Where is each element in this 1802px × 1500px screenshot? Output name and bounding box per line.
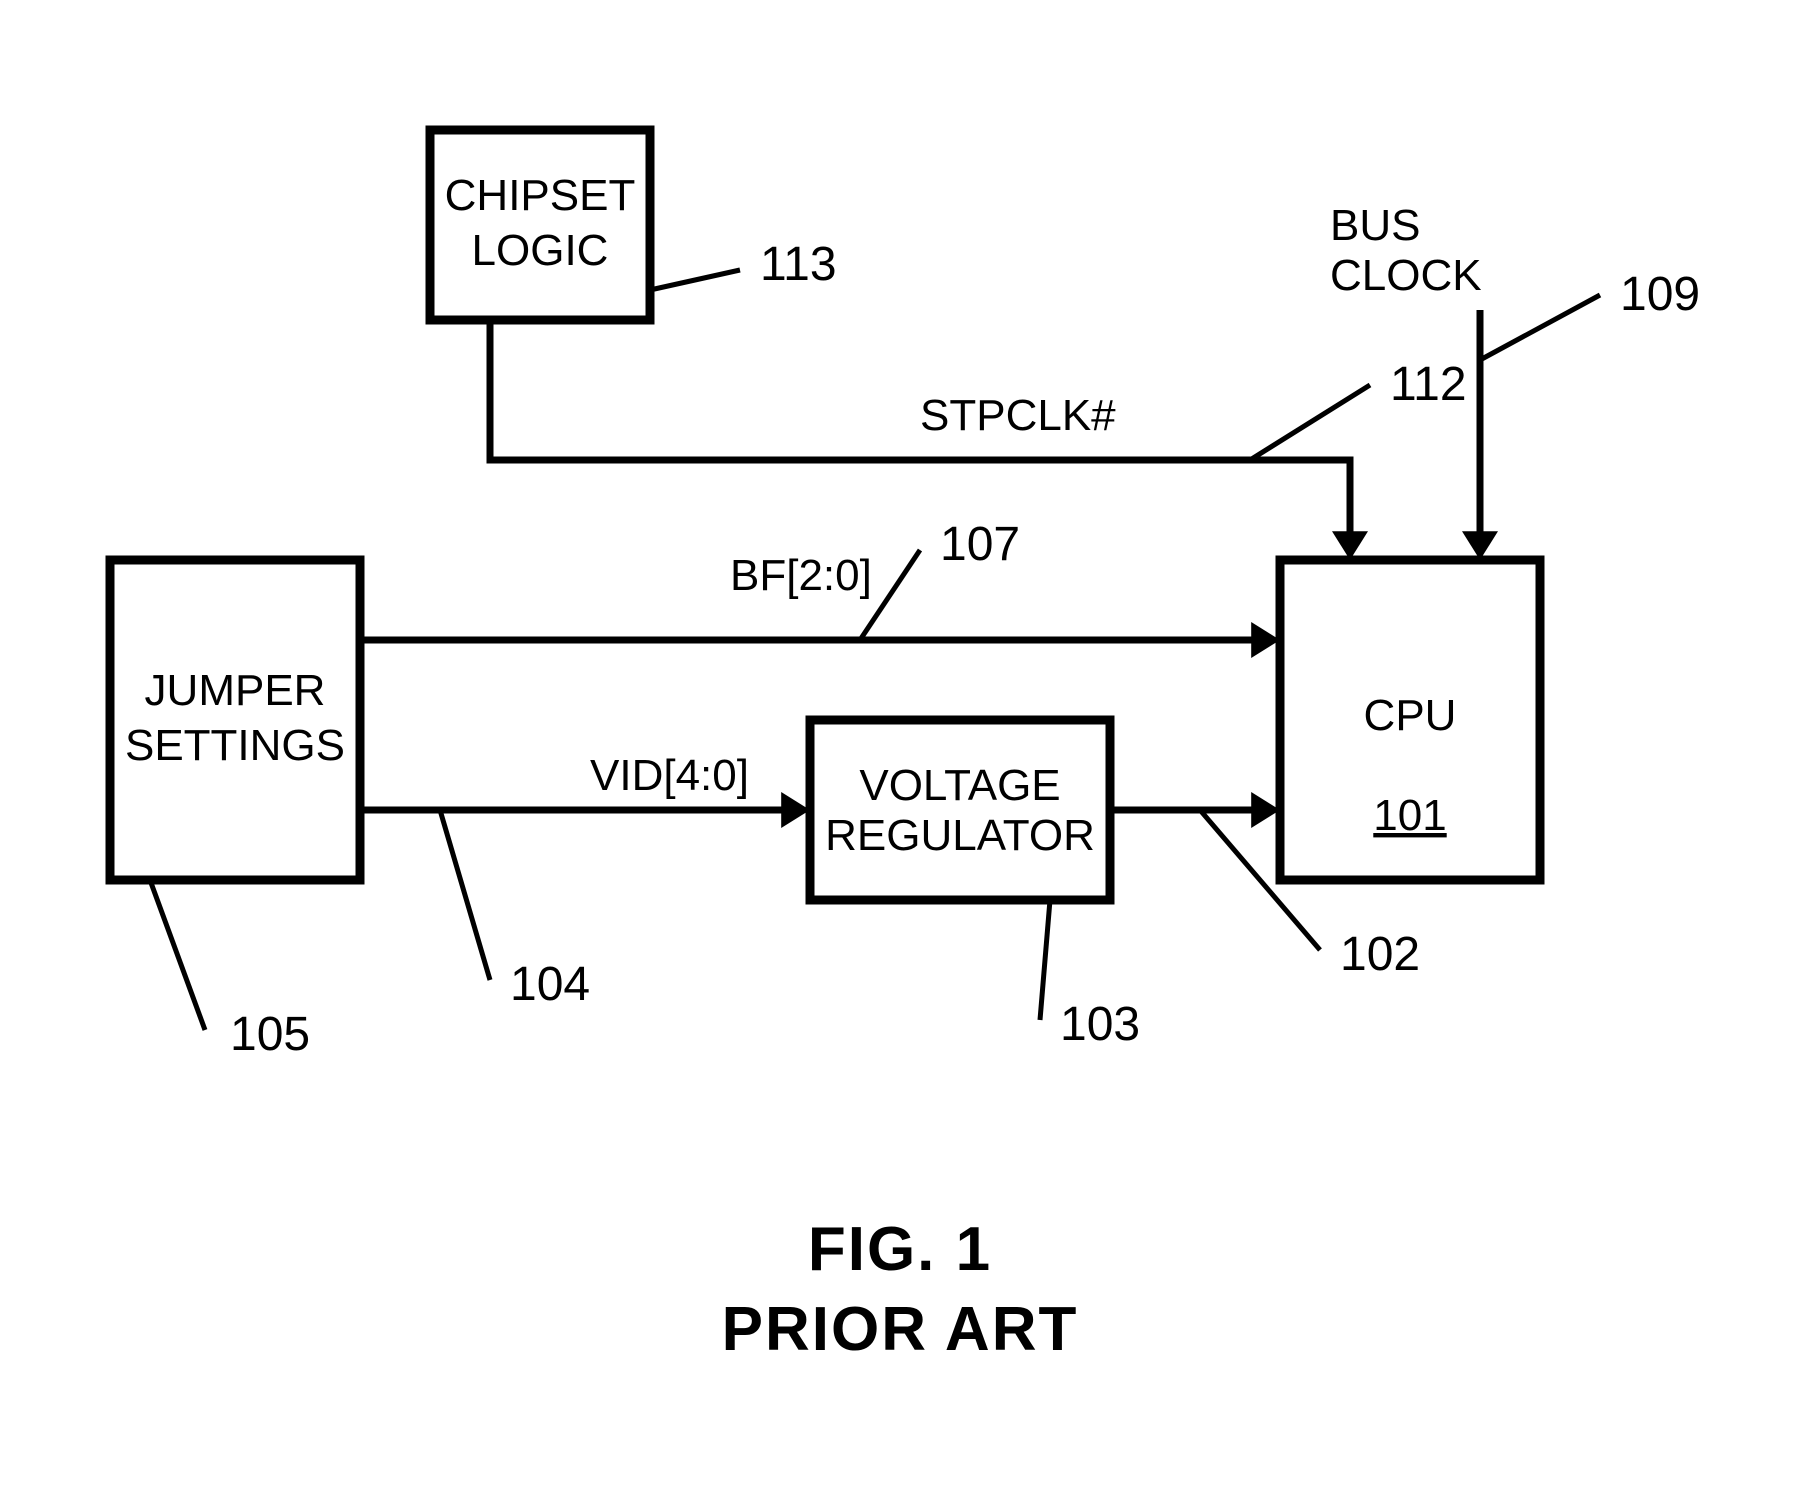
jumper-label-2: SETTINGS [125,721,345,770]
leader-113 [650,270,740,290]
leader-104 [440,810,490,980]
vreg-label-1: VOLTAGE [859,761,1060,810]
ref-112: 112 [1390,358,1467,411]
leader-105 [150,880,205,1030]
chipset-label-2: LOGIC [472,226,609,275]
chipset-label-1: CHIPSET [445,171,636,220]
jumper-label-1: JUMPER [145,666,326,715]
ref-109: 109 [1620,268,1700,321]
leader-103 [1040,900,1050,1020]
cpu-label: CPU [1364,691,1457,740]
ref-105: 105 [230,1008,310,1061]
vreg-label-2: REGULATOR [825,811,1095,860]
jumper-settings-block [110,560,360,880]
leader-112 [1250,385,1370,460]
bf-label: BF[2:0] [730,551,872,600]
ref-103: 103 [1060,998,1140,1051]
figure-number: FIG. 1 [808,1215,992,1284]
ref-113: 113 [760,238,837,291]
ref-102: 102 [1340,928,1420,981]
stpclk-label: STPCLK# [920,391,1116,440]
chipset-logic-block [430,130,650,320]
figure-caption: PRIOR ART [722,1295,1079,1364]
bus-clock-label-1: BUS [1330,201,1420,250]
ref-104: 104 [510,958,590,1011]
voltage-regulator-block [810,720,1110,900]
leader-109 [1480,295,1600,360]
vid-label: VID[4:0] [590,751,749,800]
ref-107: 107 [940,518,1020,571]
bus-clock-label-2: CLOCK [1330,251,1482,300]
cpu-ref-101: 101 [1373,791,1446,840]
